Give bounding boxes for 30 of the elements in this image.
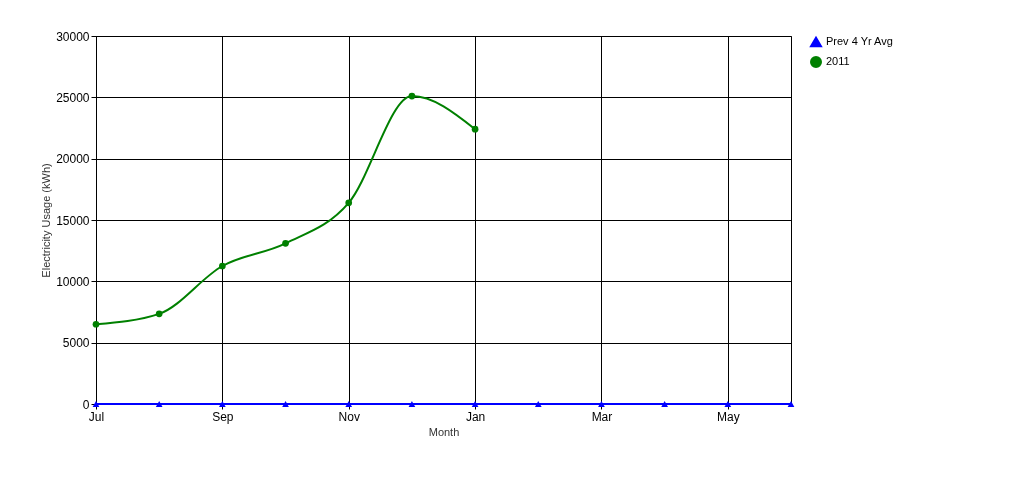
- point: [408, 401, 416, 407]
- point: [408, 92, 416, 100]
- legend-label: 2011: [826, 55, 850, 67]
- x-tick-label: May: [716, 409, 740, 424]
- x-tick-label: Jan: [465, 409, 486, 424]
- point: [92, 320, 100, 328]
- point: [155, 310, 163, 318]
- point: [219, 262, 226, 270]
- y-tick-label: 20000: [56, 152, 90, 167]
- y-tick-label: 15000: [56, 213, 90, 228]
- point: [661, 401, 668, 407]
- point: [282, 401, 289, 407]
- x-tick-label: Mar: [591, 409, 613, 424]
- y-tick-label: 25000: [56, 90, 90, 105]
- y-axis-title: Electricity Usage (kWh): [40, 163, 53, 278]
- y-tick-label: 30000: [56, 29, 90, 44]
- x-tick-label: Nov: [338, 409, 360, 424]
- legend-label: Prev 4 Yr Avg: [826, 35, 893, 47]
- point: [155, 401, 163, 407]
- point: [282, 239, 289, 247]
- point: [345, 199, 353, 207]
- x-tick-label: Sep: [212, 409, 234, 424]
- x-tick-label: Jul: [88, 409, 105, 424]
- y-tick-label: 5000: [62, 336, 90, 351]
- x-axis-title: Month: [428, 425, 460, 438]
- y-tick-label: 10000: [56, 274, 90, 289]
- y-tick-label: 0: [82, 397, 90, 412]
- point: [787, 401, 795, 407]
- point: [534, 401, 542, 407]
- point: [471, 125, 479, 133]
